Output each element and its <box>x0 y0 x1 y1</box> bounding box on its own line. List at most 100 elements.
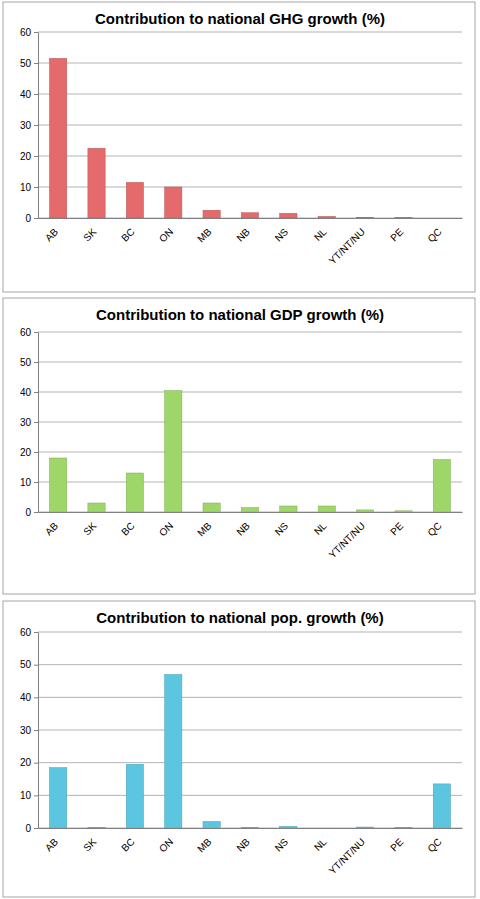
y-tick-mark <box>34 763 38 764</box>
bar <box>318 216 335 218</box>
grid <box>38 32 462 218</box>
bar <box>395 511 412 512</box>
x-tick-label: NB <box>234 226 252 244</box>
y-tick: 20 <box>20 447 38 458</box>
y-tick: 20 <box>20 757 38 768</box>
y-tick-mark <box>34 156 38 157</box>
bar <box>50 58 67 218</box>
y-tick-label: 50 <box>20 659 32 670</box>
x-tick: NB <box>234 218 252 244</box>
x-axis-line <box>39 512 463 513</box>
bar <box>88 827 105 828</box>
y-axis-line <box>38 333 39 513</box>
x-tick-label: BC <box>119 836 137 854</box>
chart-panel: Contribution to national GDP growth (%)0… <box>3 298 475 594</box>
y-tick-label: 10 <box>20 182 32 193</box>
y-tick-mark <box>34 125 38 126</box>
x-tick: BC <box>119 218 137 244</box>
x-tick-label: SK <box>81 226 98 243</box>
x-tick-label: NL <box>312 520 329 537</box>
panel-frame <box>3 601 475 897</box>
y-tick-mark <box>34 392 38 393</box>
x-tick-label: YT/NT/NU <box>327 836 367 876</box>
x-tick-label: ON <box>157 836 175 854</box>
y-tick-label: 20 <box>20 447 32 458</box>
bar <box>280 506 297 512</box>
y-tick-label: 50 <box>20 58 32 69</box>
y-tick-mark <box>34 828 38 829</box>
x-tick-label: PE <box>388 836 405 853</box>
x-tick: ON <box>157 828 175 854</box>
grid-line <box>38 697 462 698</box>
grid-line <box>38 762 462 763</box>
x-tick-label: AB <box>43 836 60 853</box>
y-tick: 40 <box>20 387 38 398</box>
x-tick: QC <box>425 512 443 538</box>
bar <box>280 826 297 828</box>
bars <box>50 674 451 828</box>
bar <box>88 503 105 512</box>
x-tick-label: AB <box>43 226 60 243</box>
chart-title: Contribution to national GHG growth (%) <box>95 10 385 27</box>
chart-panel: Contribution to national GHG growth (%)0… <box>3 2 475 292</box>
x-tick: AB <box>43 512 60 537</box>
y-tick: 50 <box>20 58 38 69</box>
grid-line <box>38 422 462 423</box>
x-tick-label: MB <box>195 520 214 539</box>
y-tick-label: 60 <box>20 27 32 38</box>
panel-frame <box>3 298 475 594</box>
x-tick: NS <box>273 218 291 244</box>
grid <box>38 632 462 828</box>
grid-line <box>38 482 462 483</box>
y-tick-mark <box>34 730 38 731</box>
y-tick-label: 50 <box>20 357 32 368</box>
x-tick: YT/NT/NU <box>327 218 367 266</box>
x-axis-line <box>39 218 463 219</box>
bar <box>433 460 450 513</box>
chart-panel: Contribution to national pop. growth (%)… <box>3 601 475 897</box>
x-axis: ABSKBCONMBNBNSNLYT/NT/NUPEQC <box>39 828 463 876</box>
bar <box>203 503 220 512</box>
bar <box>318 828 335 829</box>
x-tick-label: NS <box>273 836 291 854</box>
x-tick-label: AB <box>43 520 60 537</box>
y-tick: 30 <box>20 120 38 131</box>
bar <box>50 458 67 512</box>
bar <box>318 506 335 512</box>
y-tick-mark <box>34 632 38 633</box>
x-tick-label: NS <box>273 520 291 538</box>
x-tick-label: PE <box>388 226 405 243</box>
x-tick: AB <box>43 828 60 853</box>
grid-line <box>38 63 462 64</box>
y-tick-mark <box>34 63 38 64</box>
x-tick-label: SK <box>81 520 98 537</box>
grid-line <box>38 632 462 633</box>
y-tick-mark <box>34 795 38 796</box>
y-tick-label: 10 <box>20 790 32 801</box>
y-axis-line <box>38 633 39 829</box>
y-tick-mark <box>34 665 38 666</box>
x-tick-label: MB <box>195 836 214 855</box>
grid-line <box>38 125 462 126</box>
x-tick-label: ON <box>157 226 175 244</box>
x-tick-label: BC <box>119 520 137 538</box>
bar <box>356 827 373 828</box>
bar <box>395 217 412 218</box>
x-tick: SK <box>81 218 98 243</box>
x-tick: SK <box>81 512 98 537</box>
y-tick-label: 0 <box>25 507 31 518</box>
bar <box>395 827 412 828</box>
y-tick: 10 <box>20 477 38 488</box>
grid <box>38 332 462 512</box>
grid-line <box>38 664 462 665</box>
y-tick-label: 40 <box>20 89 32 100</box>
x-tick-label: QC <box>425 836 443 854</box>
x-tick: ON <box>157 512 175 538</box>
x-tick-label: NB <box>234 836 252 854</box>
x-tick: BC <box>119 828 137 854</box>
x-tick-label: YT/NT/NU <box>327 520 367 560</box>
x-tick: SK <box>81 828 98 853</box>
y-tick-label: 40 <box>20 692 32 703</box>
x-tick: MB <box>195 828 214 854</box>
x-tick-label: NB <box>234 520 252 538</box>
